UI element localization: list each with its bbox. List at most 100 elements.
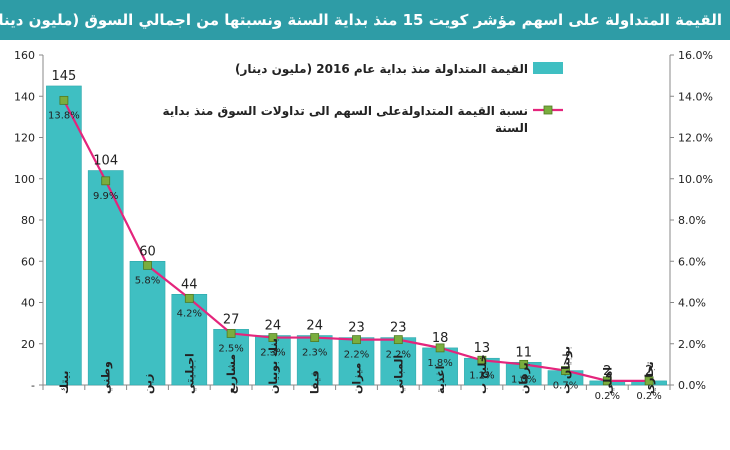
percent-marker-7 <box>310 333 320 342</box>
bar-value-label: 11 <box>515 345 532 360</box>
percent-value-label: 2.2% <box>344 350 369 361</box>
y-left-tick-label: 100 <box>14 173 35 186</box>
y-left-tick-label: 80 <box>21 214 35 227</box>
y-right-tick-label: 8.0% <box>678 214 706 227</box>
percent-value-label: 2.3% <box>302 348 327 359</box>
bar-value-label: 13 <box>474 341 491 356</box>
y-right-tick-label: 10.0% <box>678 173 713 186</box>
percent-value-label: 1.0% <box>511 374 536 385</box>
bar-value-label: 23 <box>390 321 407 336</box>
y-left-tick-label: 60 <box>21 255 35 268</box>
bar-9 <box>380 337 417 386</box>
x-tick-label-9: المباني <box>392 355 405 394</box>
percent-marker-10 <box>435 343 445 353</box>
bar-1 <box>46 85 82 386</box>
percent-marker-3 <box>143 260 152 270</box>
bar-10 <box>422 347 458 386</box>
y-right-tick-label: 14.0% <box>678 90 713 103</box>
bar-value-label: 60 <box>139 244 156 259</box>
percent-value-label: 9.9% <box>93 191 118 202</box>
percent-marker-1 <box>59 95 69 105</box>
bar-value-label: 23 <box>348 321 365 336</box>
y-left-tick-label: 160 <box>14 49 35 62</box>
x-tick-label-14: اهلي <box>601 367 614 394</box>
percent-marker-6 <box>268 333 278 342</box>
x-tick-label-12: برقان <box>518 362 531 394</box>
percent-value-label: 0.7% <box>553 381 578 392</box>
y-right-tick-label: 2.0% <box>678 338 706 351</box>
bar-8 <box>338 337 375 386</box>
legend-label-line: نسبة القيمة المتداولةعلى السهم الى تداول… <box>163 104 528 135</box>
legend-swatch-marker <box>543 105 553 115</box>
percent-value-label: 4.2% <box>177 308 202 319</box>
bar-2 <box>87 170 124 386</box>
x-tick-label-4: اجيليتي <box>183 353 196 394</box>
bar-value-label: 18 <box>432 331 449 346</box>
legend-swatch-bar <box>533 62 563 74</box>
bar-value-label: 145 <box>51 69 76 84</box>
chart-title: القيمة المتداولة على اسهم مؤشر كويت 15 م… <box>0 11 722 29</box>
y-left-tick-label: - <box>31 379 35 392</box>
legend-label-bar: القيمة المتداولة منذ بداية عام 2016 (ملي… <box>235 62 528 77</box>
x-tick-label-2: وطني <box>100 361 113 394</box>
bar-value-label: 2 <box>645 364 653 379</box>
percent-marker-13 <box>561 366 570 375</box>
percent-value-label: 2.2% <box>386 350 411 361</box>
y-left-tick-label: 140 <box>14 90 35 103</box>
percent-marker-2 <box>101 176 111 186</box>
percent-value-label: 5.8% <box>135 275 160 286</box>
x-tick-label-6: بنك بوبيان <box>267 338 280 394</box>
percent-marker-8 <box>352 335 361 345</box>
percent-marker-11 <box>477 355 487 365</box>
percent-line-group <box>59 95 654 386</box>
bar-value-label: 24 <box>265 319 282 334</box>
title-bar: القيمة المتداولة على اسهم مؤشر كويت 15 م… <box>0 0 730 40</box>
x-tick-label-10: اغذية <box>434 366 447 394</box>
percent-marker-14 <box>602 376 612 386</box>
x-tick-label-15: تجاري <box>643 361 656 394</box>
percent-value-label: 0.2% <box>636 391 661 402</box>
percent-marker-9 <box>393 335 403 345</box>
percent-value-label: 0.2% <box>595 391 620 402</box>
x-tick-label-1: بيتك <box>58 371 71 394</box>
percent-marker-4 <box>184 293 194 303</box>
percent-marker-5 <box>226 329 236 338</box>
bar-value-label: 27 <box>223 312 240 327</box>
percent-value-label: 1.2% <box>469 370 494 381</box>
bar-value-label: 7 <box>561 354 569 369</box>
bar-value-label: 2 <box>603 364 611 379</box>
y-left-tick-label: 40 <box>21 297 35 310</box>
chart-svg: - 20 40 60 80 100 120 140 160 0.0% 2.0% 4.0% 6.0% 8.0… <box>14 49 713 402</box>
bar-value-label: 104 <box>93 154 118 169</box>
y-left-tick-label: 120 <box>14 132 35 145</box>
bar-3 <box>129 261 166 386</box>
percent-value-label: 2.5% <box>218 343 243 354</box>
y-right-tick-label: 16.0% <box>678 49 713 62</box>
percent-value-label: 2.3% <box>260 348 285 359</box>
legend: القيمة المتداولة منذ بداية عام 2016 (ملي… <box>163 62 563 135</box>
y-right-tick-label: 6.0% <box>678 255 706 268</box>
data-labels: 145 104 60 44 27 24 24 23 23 18 13 11 7 2 2 13.8% 9.9% 5.… <box>48 69 662 402</box>
axes: - 20 40 60 80 100 120 140 160 0.0% 2.0% 4.0% 6.0% 8.0… <box>14 49 713 392</box>
bar-7 <box>296 335 333 386</box>
bar-value-label: 24 <box>306 319 323 334</box>
y-right-tick-label: 4.0% <box>678 297 706 310</box>
bar-value-label: 44 <box>181 277 198 292</box>
x-tick-label-3: زين <box>142 374 155 394</box>
y-right-tick-label: 12.0% <box>678 132 713 145</box>
percent-marker-12 <box>519 359 529 369</box>
x-tick-label-8: ميزان <box>351 363 364 394</box>
percent-value-label: 13.8% <box>48 110 80 121</box>
x-tick-label-7: فيفا <box>309 370 322 394</box>
x-tick-label-11: خليج ب <box>476 354 489 394</box>
percent-value-label: 1.8% <box>427 358 452 369</box>
x-tick-labels: بيتك وطني زين اجيليتي مشاريع بنك بوبيان فيفا مي… <box>58 338 656 394</box>
bar-6 <box>255 335 291 386</box>
x-tick-label-5: مشاريع <box>225 354 238 394</box>
y-left-tick-label: 20 <box>21 338 35 351</box>
x-tick-label-13: بوبيان ب <box>560 346 573 394</box>
bar-5 <box>213 329 249 386</box>
y-right-tick-label: 0.0% <box>678 379 706 392</box>
percent-marker-15 <box>644 376 654 386</box>
